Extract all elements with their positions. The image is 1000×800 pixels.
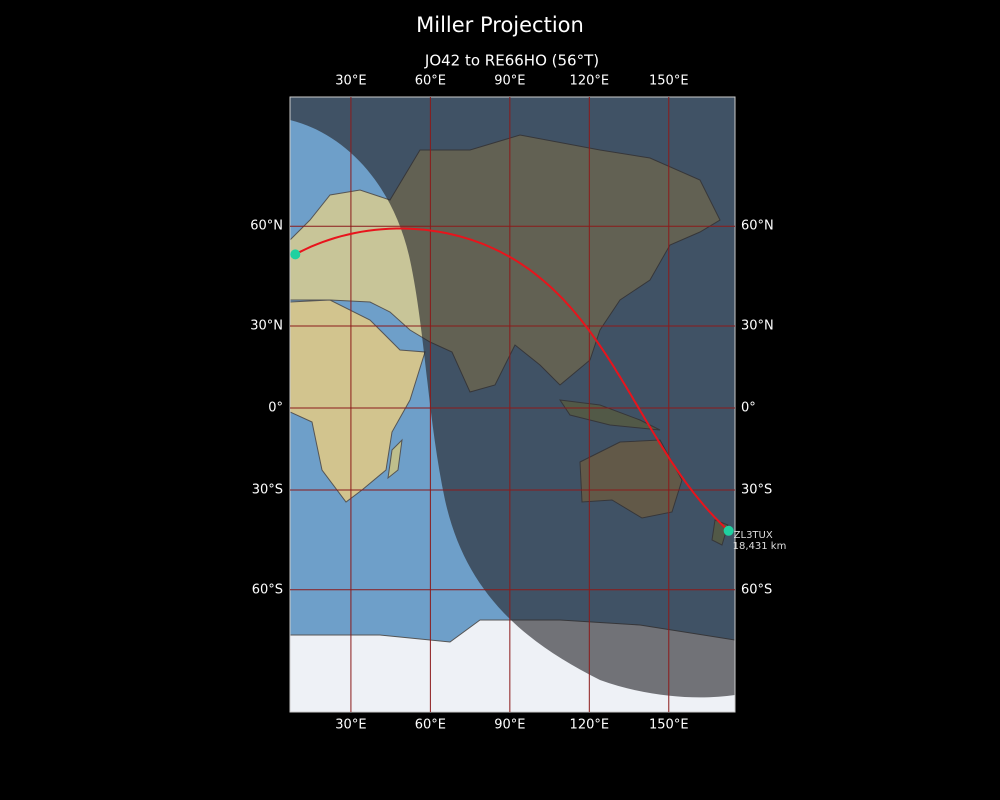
- x-tick-label: 60°E: [415, 74, 446, 89]
- distance-label: 18,431 km: [733, 541, 787, 552]
- x-tick-label: 90°E: [494, 74, 525, 89]
- chart-subtitle: JO42 to RE66HO (56°T): [424, 52, 599, 70]
- station-label: ZL3TUX: [734, 530, 773, 541]
- map-frame: [289, 96, 736, 713]
- y-tick-label: 30°S: [741, 482, 772, 497]
- x-tick-label: 150°E: [649, 718, 689, 733]
- x-tick-label: 120°E: [570, 74, 610, 89]
- y-tick-label: 30°N: [741, 319, 774, 334]
- africa: [290, 299, 426, 503]
- x-tick-label: 30°E: [335, 74, 366, 89]
- y-tick-label: 60°N: [250, 219, 283, 234]
- night-shade: [290, 97, 735, 698]
- y-tick-label: 30°S: [252, 482, 283, 497]
- y-tick-label: 60°S: [252, 582, 283, 597]
- x-tick-label: 90°E: [494, 718, 525, 733]
- map-base: [290, 97, 735, 712]
- x-tick-label: 60°E: [415, 718, 446, 733]
- y-tick-label: 60°S: [741, 582, 772, 597]
- x-tick-label: 120°E: [570, 718, 610, 733]
- madagascar: [387, 438, 403, 480]
- x-tick-label: 150°E: [649, 74, 689, 89]
- y-tick-label: 60°N: [741, 219, 774, 234]
- chart-title: Miller Projection: [416, 13, 584, 37]
- y-tick-label: 30°N: [250, 319, 283, 334]
- y-tick-label: 0°: [741, 400, 756, 415]
- station-point: [290, 249, 301, 260]
- great-circle-path: [294, 227, 730, 532]
- x-tick-label: 30°E: [335, 718, 366, 733]
- y-tick-label: 0°: [268, 400, 283, 415]
- station-point: [723, 525, 734, 536]
